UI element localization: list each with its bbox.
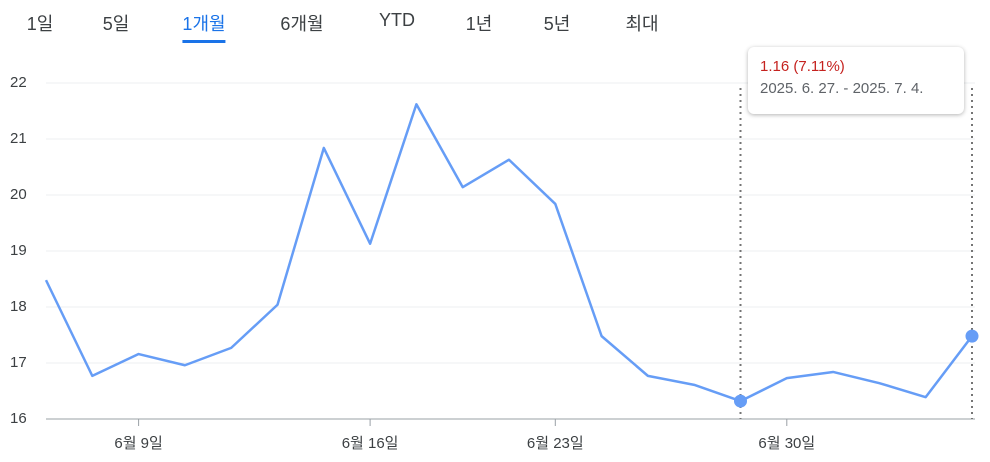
- range-tab[interactable]: 1일: [26, 14, 54, 34]
- range-tab[interactable]: YTD: [379, 10, 415, 30]
- y-tick-label: 22: [10, 74, 27, 91]
- selection-point: [734, 394, 747, 408]
- range-tab[interactable]: 6개월: [280, 14, 324, 34]
- y-tick-label: 18: [10, 298, 27, 315]
- range-tab[interactable]: 5일: [102, 14, 130, 34]
- price-line: [44, 103, 973, 403]
- range-tab[interactable]: 5년: [543, 14, 571, 34]
- y-tick-label: 17: [10, 354, 27, 371]
- x-tick-label: 6월 16일: [342, 435, 399, 452]
- range-tab[interactable]: 1년: [465, 14, 493, 34]
- range-tabs: 1일 5일 1개월 6개월 YTD 1년 5년 최대: [0, 0, 990, 44]
- x-tick-label: 6월 23일: [527, 435, 584, 452]
- y-tick-label: 19: [10, 242, 27, 259]
- y-tick-label: 20: [10, 186, 27, 203]
- selection-point: [965, 329, 979, 343]
- tooltip: 1.16 (7.11%) 2025. 6. 27. - 2025. 7. 4.: [748, 47, 964, 114]
- x-tick-label: 6월 9일: [114, 435, 162, 452]
- range-tab[interactable]: 1개월: [182, 10, 226, 43]
- x-tick-label: 6월 30일: [758, 435, 815, 452]
- y-tick-label: 16: [10, 410, 27, 427]
- tooltip-change: 1.16 (7.11%): [760, 58, 845, 75]
- tooltip-range: 2025. 6. 27. - 2025. 7. 4.: [760, 80, 924, 97]
- range-tab[interactable]: 최대: [625, 14, 659, 34]
- y-tick-label: 21: [10, 130, 27, 147]
